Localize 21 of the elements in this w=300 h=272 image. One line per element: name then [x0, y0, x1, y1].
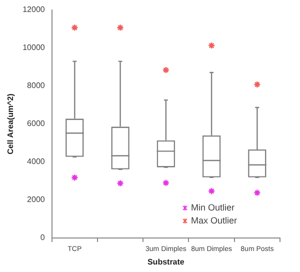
point [116, 180, 124, 187]
y-axis-title: Cell Area(um^2) [6, 93, 16, 154]
y-tick-label: 6000 [27, 119, 46, 128]
point [162, 179, 170, 187]
y-tick-label: 10000 [22, 43, 46, 52]
point [116, 24, 124, 32]
legend-label: Max Outlier [191, 215, 238, 226]
y-tick-label: 0 [40, 233, 46, 242]
y-tick-label: 4000 [27, 157, 46, 166]
point [254, 189, 261, 196]
y-tick-label: 12000 [22, 5, 46, 14]
point [208, 187, 216, 195]
point [71, 24, 78, 32]
y-tick-label: 8000 [27, 81, 46, 90]
x-axis-title: Substrate [147, 257, 185, 266]
point [254, 80, 261, 88]
point [208, 42, 216, 50]
point [162, 66, 170, 74]
legend-label: Min Outlier [191, 202, 235, 212]
point [71, 174, 78, 182]
y-tick-label: 2000 [27, 195, 46, 204]
